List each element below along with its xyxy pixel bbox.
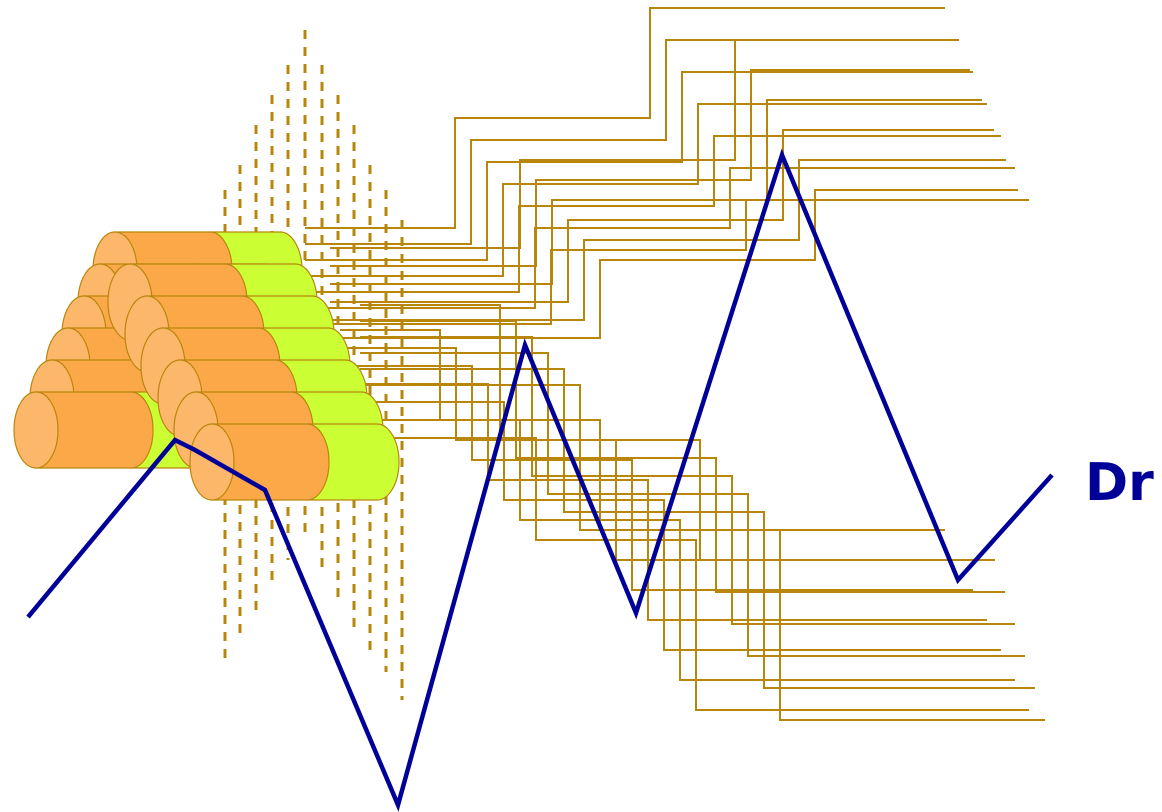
wire-path bbox=[330, 99, 982, 285]
cylinder-body bbox=[211, 423, 330, 501]
wire-path bbox=[340, 419, 1015, 681]
wire-path bbox=[305, 199, 1029, 325]
wire-path bbox=[330, 189, 1018, 339]
wire-path bbox=[360, 304, 995, 561]
cylinder-cap bbox=[13, 391, 59, 469]
cylinder-body bbox=[35, 391, 154, 469]
wire-path bbox=[340, 365, 973, 591]
cylinder bbox=[189, 423, 400, 501]
wire-path bbox=[330, 69, 970, 267]
dr-label: Dr bbox=[1085, 453, 1154, 513]
zigzag-path bbox=[26, 148, 1054, 812]
wire-path bbox=[360, 384, 1045, 721]
cylinder-green-section bbox=[306, 423, 400, 501]
wire-path bbox=[330, 159, 1006, 321]
wire-path bbox=[340, 401, 1001, 651]
wire-path bbox=[305, 39, 959, 245]
wire-path bbox=[330, 129, 994, 303]
wire-path bbox=[305, 7, 945, 229]
wire-bundle bbox=[305, 7, 1045, 721]
cylinder-stack bbox=[13, 231, 400, 501]
wire-path bbox=[305, 71, 973, 261]
wire-path bbox=[305, 103, 987, 277]
wire-path bbox=[360, 368, 1035, 689]
wire-path bbox=[360, 352, 1025, 657]
wire-path bbox=[305, 135, 1001, 293]
wire-path bbox=[340, 437, 1029, 711]
wire-path bbox=[330, 39, 958, 249]
wire-path bbox=[340, 347, 959, 561]
